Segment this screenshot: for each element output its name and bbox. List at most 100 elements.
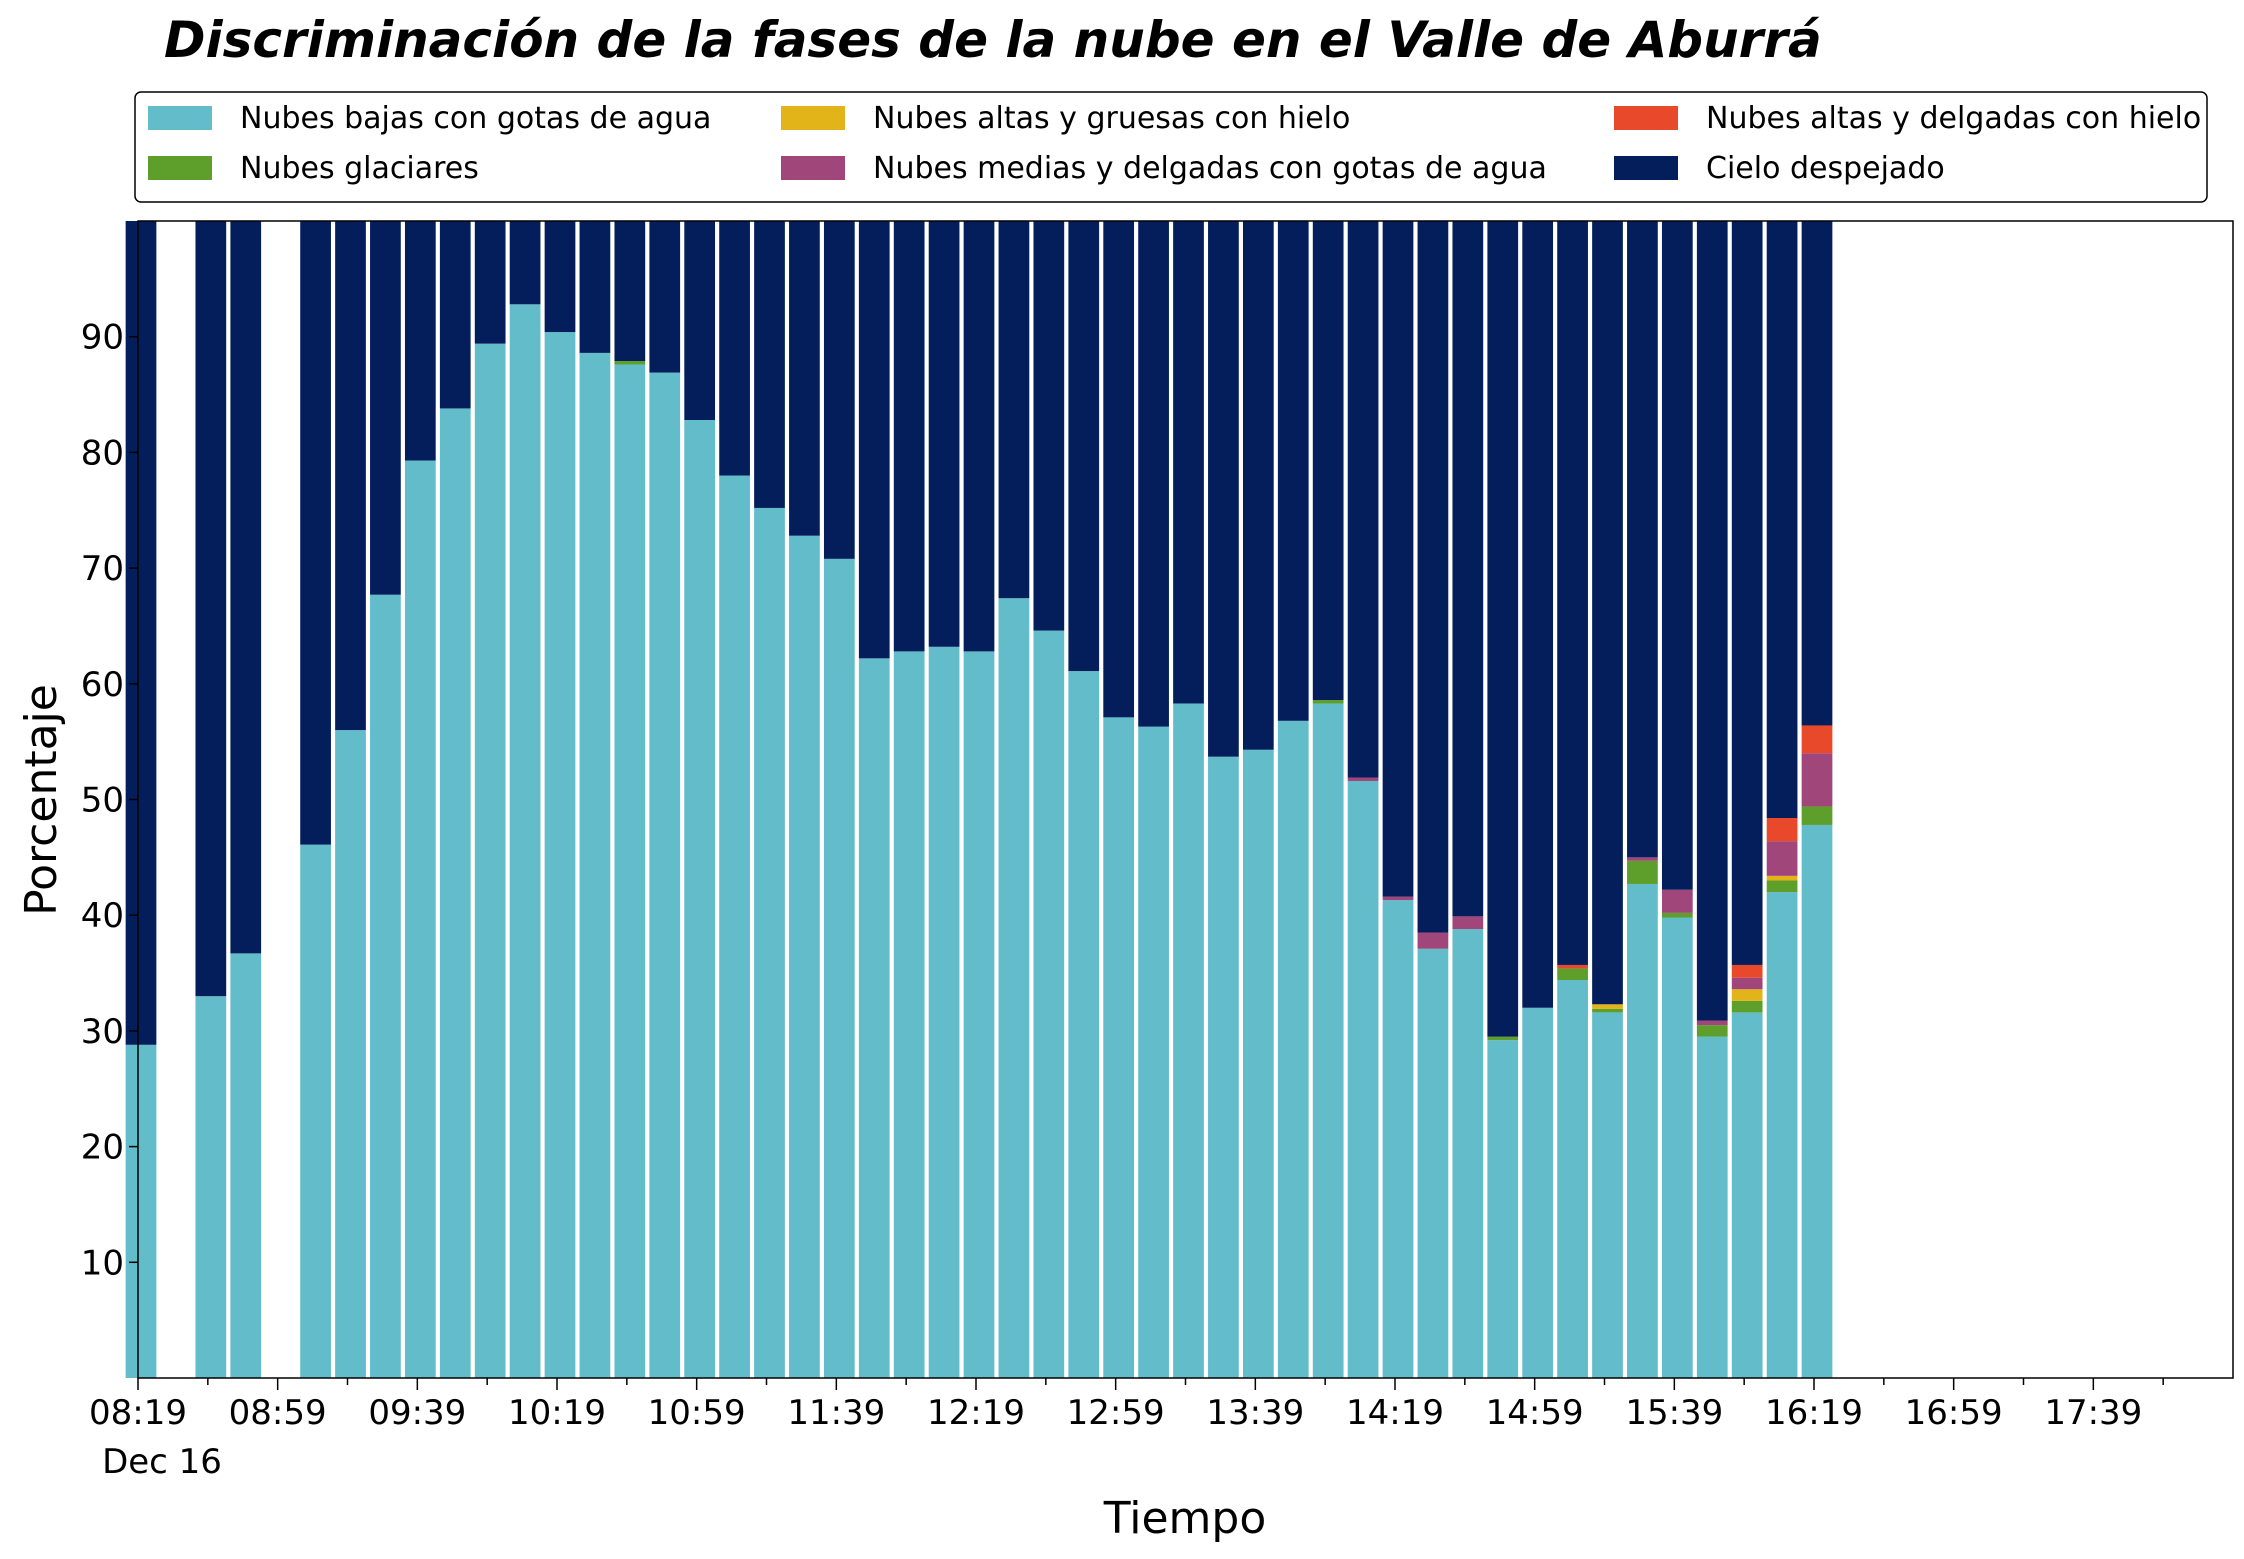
bar-segment-1-0959 <box>474 343 506 1378</box>
legend-frame <box>134 91 2208 203</box>
bar-segment-6-1319 <box>1173 221 1204 704</box>
y-tick-label: 90 <box>81 318 124 358</box>
x-tick-label: 12:59 <box>1067 1393 1165 1433</box>
bar-segment-4-1539 <box>1661 889 1693 913</box>
bar-segment-2-1529 <box>1627 860 1658 884</box>
x-tick-label: 14:59 <box>1486 1393 1584 1433</box>
bar-segment-1-1349 <box>1277 720 1309 1378</box>
bar-segment-6-1519 <box>1592 221 1623 1005</box>
bar-segment-6-0929 <box>370 221 401 595</box>
x-tick-label: 11:39 <box>787 1393 885 1433</box>
bar-segment-1-1319 <box>1173 703 1204 1378</box>
bar-segment-1-0839 <box>195 996 227 1378</box>
bar-segment-6-0909 <box>300 221 331 845</box>
bar-segment-1-1209 <box>928 646 960 1378</box>
bar-segment-1-1239 <box>1033 630 1065 1378</box>
y-tick-label: 60 <box>81 665 124 705</box>
bar-segment-1-1339 <box>1242 749 1274 1378</box>
bar-segment-6-1109 <box>719 221 750 476</box>
bar-segment-1-1359 <box>1312 703 1344 1378</box>
y-tick-label: 40 <box>81 896 124 936</box>
bar-segment-4-1439 <box>1452 916 1484 930</box>
bar-segment-1-1009 <box>509 304 541 1378</box>
bar-segment-1-1309 <box>1138 726 1169 1378</box>
bar-segment-1-1559 <box>1731 1012 1763 1378</box>
bar-segment-1-1259 <box>1103 717 1135 1378</box>
bar-segment-6-1049 <box>649 221 681 373</box>
bar-segment-1-1529 <box>1627 883 1658 1378</box>
bar-segment-6-1149 <box>858 221 890 659</box>
bar-segment-6-1219 <box>963 221 995 652</box>
legend: Nubes bajas con gotas de agua Nubes glaci… <box>134 91 2208 203</box>
bar-segment-1-1409 <box>1347 780 1379 1378</box>
bar-segment-1-0919 <box>335 730 366 1378</box>
bar-segment-1-1019 <box>544 332 576 1378</box>
bar-segment-4-1559 <box>1731 977 1763 990</box>
bar-segment-5-1509 <box>1557 964 1588 969</box>
bar-segment-3-1559 <box>1731 989 1763 1001</box>
bar-segment-6-1139 <box>823 221 855 559</box>
x-tick-label: 08:19 <box>89 1393 187 1433</box>
bar-segment-1-1039 <box>614 364 646 1379</box>
legend-swatch <box>1614 156 1678 180</box>
bar-segment-1-1149 <box>858 658 890 1378</box>
legend-swatch <box>1614 106 1678 130</box>
bar-segment-6-0949 <box>439 221 471 409</box>
bar-segment-2-1559 <box>1731 1000 1763 1013</box>
bar-segment-6-1019 <box>544 221 576 333</box>
bar-segment-1-1109 <box>719 475 750 1378</box>
bar-segment-6-1429 <box>1417 221 1449 933</box>
bar-segment-5-1619 <box>1801 725 1833 754</box>
x-tick-label: 17:39 <box>2044 1393 2142 1433</box>
y-tick-label: 50 <box>81 781 124 821</box>
y-tick-label: 10 <box>81 1243 124 1283</box>
bar-segment-6-1129 <box>789 221 820 536</box>
legend-label: Nubes glaciares <box>240 151 479 186</box>
bar-segment-6-0839 <box>195 221 227 997</box>
bar-segment-1-0849 <box>230 953 262 1378</box>
bar-segment-4-1549 <box>1696 1020 1728 1026</box>
bar-segment-1-0909 <box>300 844 331 1378</box>
x-tick-label: 13:39 <box>1206 1393 1304 1433</box>
bar-segment-6-1239 <box>1033 221 1065 631</box>
bar-segment-6-1419 <box>1382 221 1414 897</box>
legend-swatch <box>148 106 212 130</box>
bar-segment-3-1609 <box>1766 875 1798 881</box>
x-axis: Dec 16 08:19 08:59 09:39 10:19 10:59 11:39 12:… <box>89 1378 2164 1482</box>
bar-segment-1-1229 <box>998 598 1030 1378</box>
legend-label: Cielo despejado <box>1706 151 1945 186</box>
x-tick-label: 10:59 <box>648 1393 746 1433</box>
x-tick-label: 16:59 <box>1905 1393 2003 1433</box>
bar-segment-1-1159 <box>893 651 925 1378</box>
bar-segment-6-1349 <box>1277 221 1309 721</box>
bar-segment-6-1559 <box>1731 221 1763 965</box>
bar-segment-6-0819 <box>125 221 157 1045</box>
y-tick-label: 70 <box>81 549 124 589</box>
x-tick-sublabel: Dec 16 <box>102 1442 222 1482</box>
bar-segment-1-1549 <box>1696 1036 1728 1378</box>
legend-label: Nubes altas y gruesas con hielo <box>873 101 1350 136</box>
bar-segment-6-1249 <box>1068 221 1100 672</box>
y-tick-label: 30 <box>81 1012 124 1052</box>
bar-segment-6-1619 <box>1801 221 1833 726</box>
bar-segment-4-1529 <box>1627 857 1658 861</box>
bar-segment-1-1329 <box>1208 756 1239 1378</box>
bar-segment-6-1409 <box>1347 221 1379 778</box>
bar-segment-2-1609 <box>1766 880 1798 893</box>
bar-segment-3-1519 <box>1592 1004 1623 1009</box>
legend-label: Nubes bajas con gotas de agua <box>240 101 711 136</box>
bar-segment-4-1619 <box>1801 753 1833 807</box>
x-tick-label: 16:19 <box>1765 1393 1863 1433</box>
bar-segment-1-1249 <box>1068 671 1100 1378</box>
legend-swatch <box>781 156 845 180</box>
bar-segment-6-1119 <box>754 221 785 508</box>
bar-segment-2-1509 <box>1557 968 1588 980</box>
bar-segment-6-1609 <box>1766 221 1798 819</box>
bar-segment-6-1229 <box>998 221 1030 599</box>
bars-group <box>125 221 1833 1379</box>
bar-segment-6-1539 <box>1661 221 1693 890</box>
bar-segment-6-1029 <box>579 221 611 353</box>
bar-segment-2-1539 <box>1661 912 1693 918</box>
bar-segment-1-0939 <box>404 460 436 1378</box>
bar-segment-6-1309 <box>1138 221 1169 727</box>
